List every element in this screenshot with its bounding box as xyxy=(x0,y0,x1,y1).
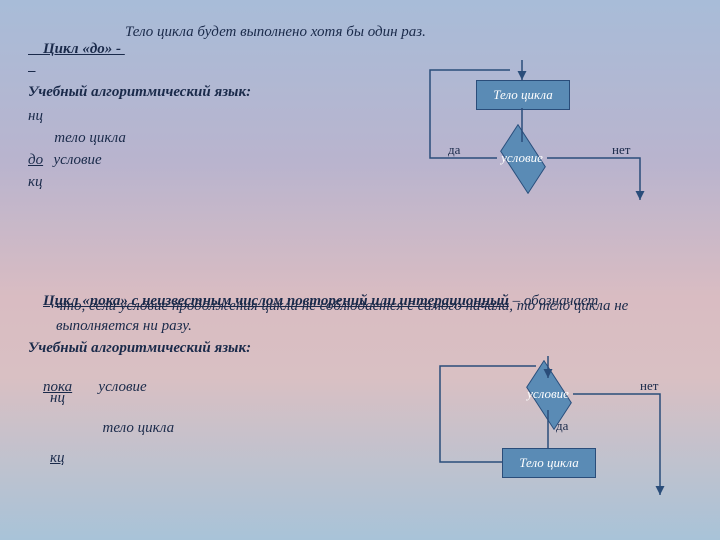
d1-yes-label: да xyxy=(448,142,460,158)
d1-body-label: Тело цикла xyxy=(493,87,552,103)
d1-cond-label: условие xyxy=(485,142,559,174)
section2-code-l2: нц xyxy=(50,390,65,407)
section2-desc1: что, если условие продолжения цикла не с… xyxy=(56,298,628,315)
section2-lang-heading: Учебный алгоритмический язык: xyxy=(28,340,251,357)
d2-no-label: нет xyxy=(640,378,658,394)
d1-body-rect: Тело цикла xyxy=(476,80,570,110)
connector-lines xyxy=(0,0,720,540)
section1-code-l2: тело цикла xyxy=(28,130,126,147)
section1-title-rest: Тело цикла будет выполнено хотя бы один … xyxy=(125,24,426,41)
d2-body-label: Тело цикла xyxy=(519,455,578,471)
section2-code-l4: кц xyxy=(50,450,65,467)
section1-code-l3b: условие xyxy=(46,152,102,169)
section1-title-prefix: Цикл «до» - xyxy=(28,24,125,75)
section2-code-l1: пока условие xyxy=(28,362,147,413)
d2-body-rect: Тело цикла xyxy=(502,448,596,478)
section2-desc2: выполняется ни разу. xyxy=(56,318,192,335)
section1-code-l4: кц xyxy=(28,174,43,191)
d2-cond-label: условие xyxy=(511,378,585,410)
section1-code-l3a: до xyxy=(28,152,43,169)
slide: Цикл «до» - Тело цикла будет выполнено х… xyxy=(0,0,720,540)
section1-code-l1: нц xyxy=(28,108,43,125)
d2-yes-label: да xyxy=(556,418,568,434)
section2-code-l3: тело цикла xyxy=(50,420,174,437)
section1-lang-heading: Учебный алгоритмический язык: xyxy=(28,84,251,101)
d1-no-label: нет xyxy=(612,142,630,158)
